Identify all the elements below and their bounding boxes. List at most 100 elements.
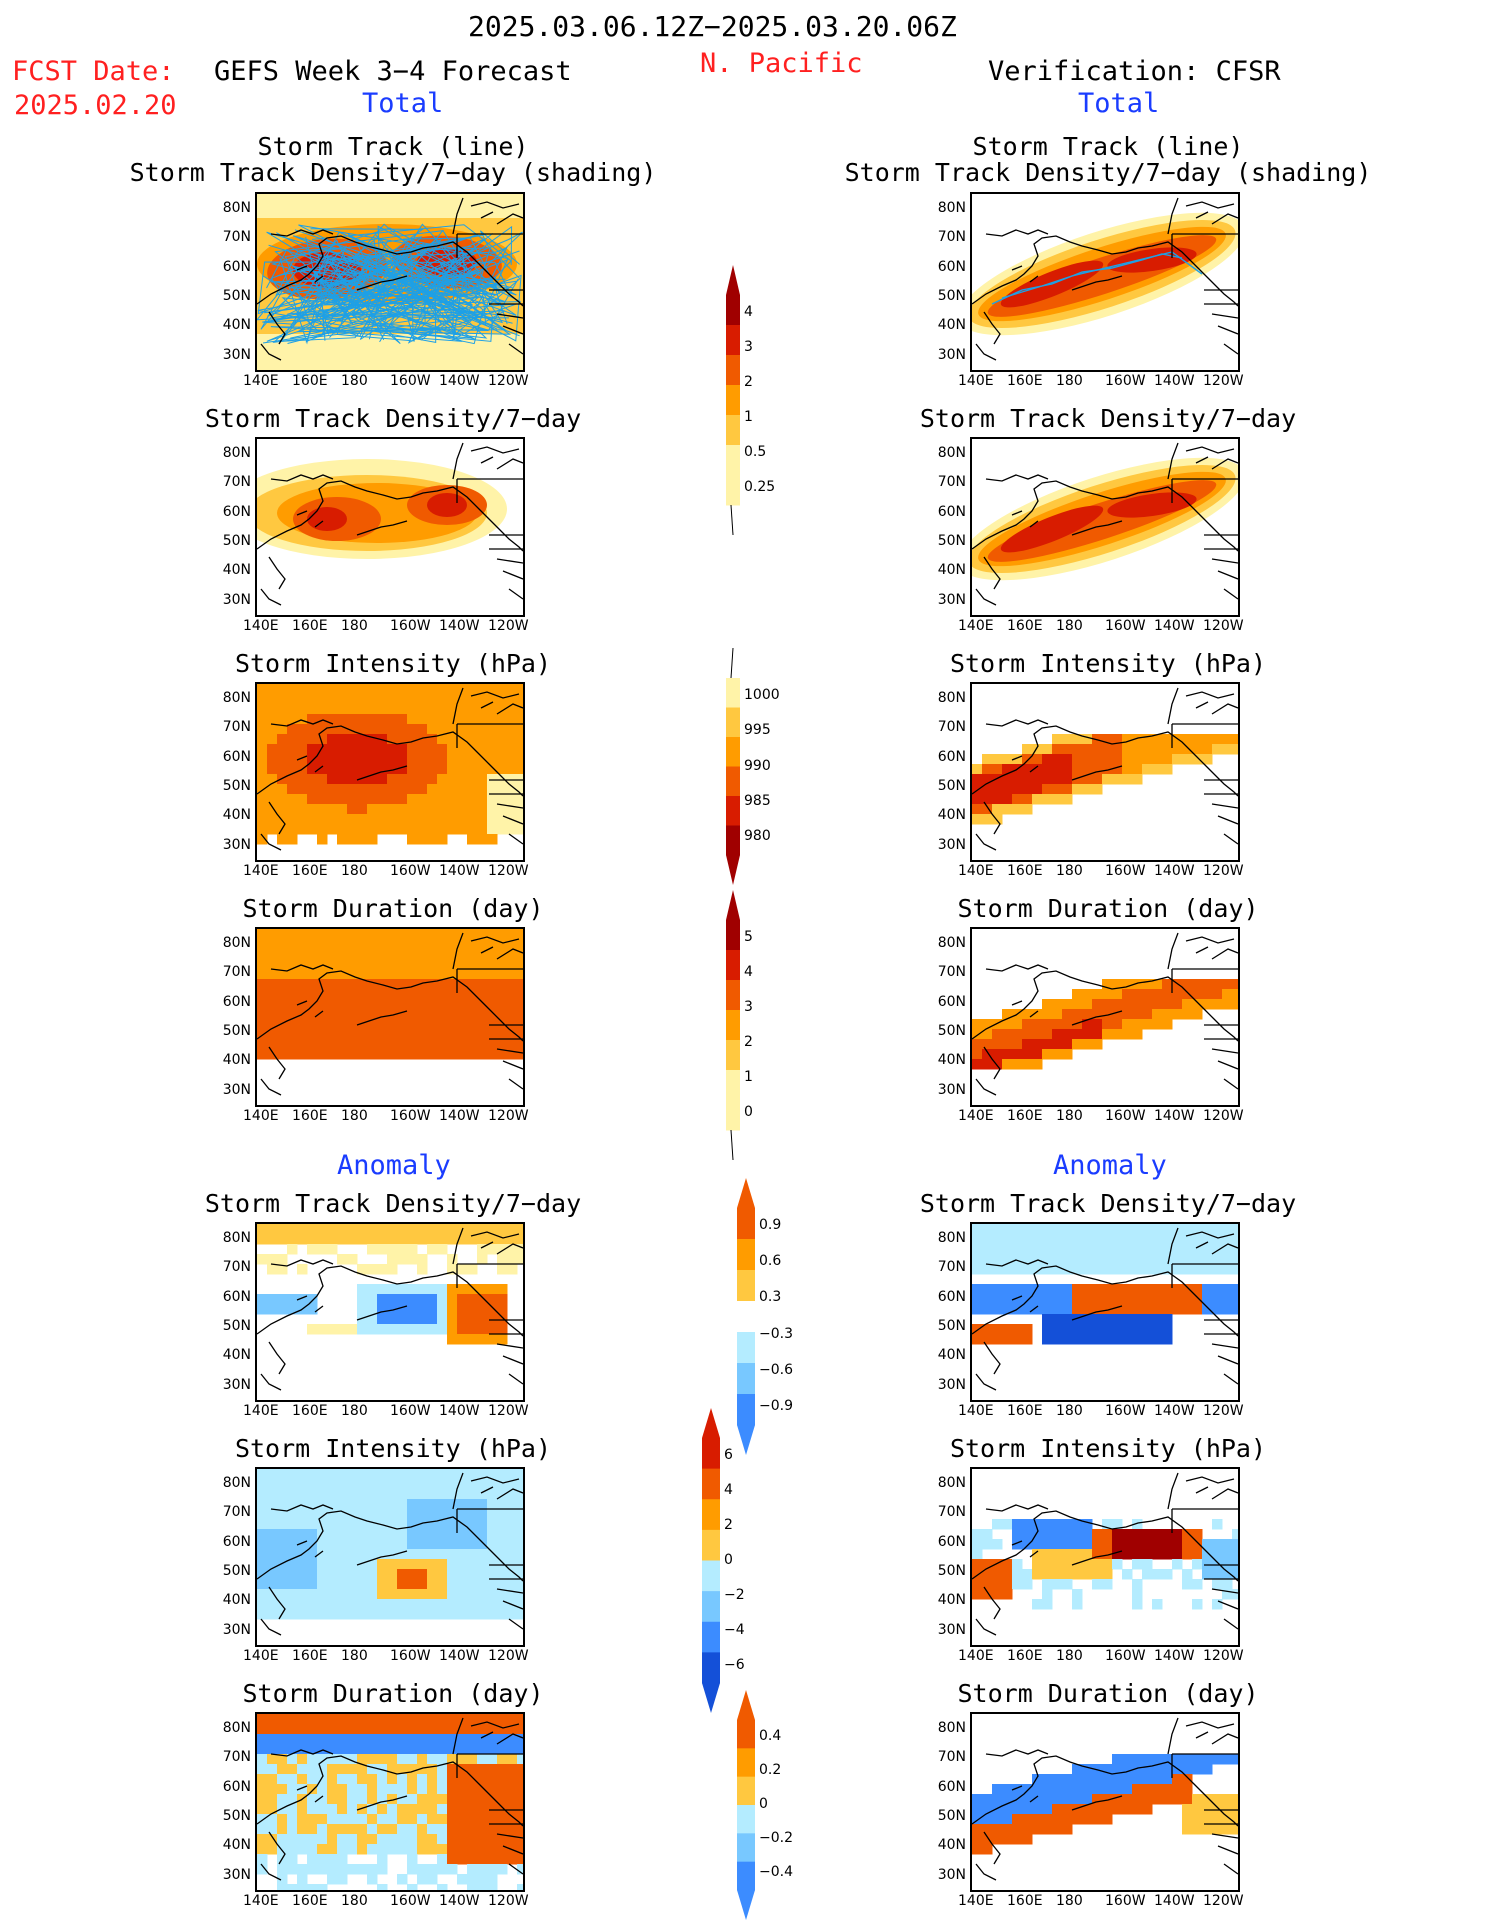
- lat-tick-label: 70N: [937, 1504, 966, 1521]
- lon-tick-label: 180: [341, 1108, 368, 1124]
- lon-tick-label: 140E: [958, 1893, 994, 1909]
- colorbar-tick-label: 0: [724, 1551, 733, 1568]
- lat-tick-label: 70N: [937, 474, 966, 491]
- colorbar-tick-label: 5: [744, 928, 753, 945]
- lon-tick-label: 140W: [439, 618, 480, 634]
- colorbar-density-anomaly: [735, 1178, 757, 1459]
- colorbar-tick-label: 995: [744, 722, 771, 739]
- lon-tick-label: 180: [341, 618, 368, 634]
- lat-tick-label: 80N: [937, 1230, 966, 1246]
- colorbar-tick-label: 0.2: [759, 1762, 782, 1778]
- lon-tick-label: 140W: [1154, 618, 1195, 634]
- map-track-forecast: [255, 192, 525, 372]
- lat-tick-label: 70N: [937, 229, 966, 246]
- lat-tick-label: 80N: [222, 445, 251, 461]
- colorbar-intensity-anomaly: [700, 1408, 722, 1717]
- lon-tick-label: 160W: [390, 618, 431, 634]
- lon-tick-label: 140E: [243, 863, 279, 879]
- map-density-anomaly-forecast: [255, 1222, 525, 1402]
- lon-tick-label: 180: [1056, 373, 1083, 389]
- lon-tick-label: 180: [1056, 1108, 1083, 1124]
- lat-tick-label: 40N: [937, 1052, 966, 1069]
- map-intensity-anomaly-verification: [970, 1467, 1240, 1647]
- lon-tick-label: 140W: [1154, 863, 1195, 879]
- colorbar-tick-label: 1: [744, 1068, 753, 1085]
- lon-tick-label: 120W: [1203, 1403, 1244, 1419]
- lat-tick-label: 60N: [222, 1288, 251, 1305]
- colorbar-tick-label: −0.9: [759, 1397, 793, 1414]
- lat-tick-label: 60N: [222, 748, 251, 765]
- lat-tick-label: 50N: [937, 1022, 966, 1039]
- map-canvas: [972, 442, 1238, 606]
- lon-tick-label: 140W: [1154, 1648, 1195, 1664]
- lat-tick-label: 70N: [222, 1749, 251, 1766]
- lon-tick-label: 120W: [1203, 1108, 1244, 1124]
- lat-tick-label: 70N: [222, 1259, 251, 1276]
- colorbar-tick-label: 6: [724, 1446, 733, 1463]
- colorbar-tick-label: 0.3: [759, 1289, 782, 1306]
- colorbar-density-total: [724, 265, 742, 539]
- lat-tick-label: 50N: [222, 777, 251, 794]
- lat-tick-label: 50N: [937, 1317, 966, 1334]
- lon-tick-label: 120W: [488, 618, 529, 634]
- map-canvas: [972, 197, 1238, 361]
- lon-tick-label: 160E: [1007, 618, 1043, 634]
- lat-tick-label: 30N: [222, 1081, 251, 1098]
- lat-tick-label: 40N: [937, 1837, 966, 1854]
- lon-tick-label: 140E: [243, 618, 279, 634]
- colorbar-tick-label: −0.4: [759, 1864, 793, 1880]
- lat-tick-label: 40N: [222, 1347, 251, 1364]
- lat-tick-label: 60N: [222, 993, 251, 1010]
- anomaly-right-title: Anomaly: [1053, 1150, 1167, 1181]
- map-duration-anomaly-forecast: [255, 1712, 525, 1892]
- lat-tick-label: 40N: [937, 562, 966, 579]
- title-duration-anom-left: Storm Duration (day): [242, 1679, 544, 1708]
- colorbar-tick-label: −6: [724, 1656, 745, 1673]
- lon-tick-label: 180: [1056, 1648, 1083, 1664]
- lon-tick-label: 160W: [390, 373, 431, 389]
- lat-tick-label: 80N: [937, 1720, 966, 1736]
- colorbar-tick-label: 0.25: [744, 478, 776, 495]
- lat-tick-label: 80N: [222, 1475, 251, 1491]
- lon-tick-label: 160E: [1007, 1648, 1043, 1664]
- title-duration-left: Storm Duration (day): [242, 894, 544, 923]
- map-density-forecast: [255, 437, 525, 617]
- lat-tick-label: 70N: [222, 474, 251, 491]
- lon-tick-label: 180: [1056, 1403, 1083, 1419]
- lat-tick-label: 80N: [937, 1475, 966, 1491]
- title-density-left: Storm Track Density/7−day: [204, 404, 582, 433]
- colorbar-tick-label: 4: [744, 303, 753, 320]
- lat-tick-label: 50N: [937, 777, 966, 794]
- lat-tick-label: 80N: [222, 935, 251, 951]
- title-track-line-left: Storm Track (line): [257, 132, 529, 161]
- colorbar-tick-label: 990: [744, 757, 771, 774]
- lon-tick-label: 140E: [958, 618, 994, 634]
- lat-tick-label: 40N: [222, 317, 251, 334]
- total-right-title: Total: [1078, 88, 1160, 119]
- lon-tick-label: 120W: [1203, 1893, 1244, 1909]
- lat-tick-label: 80N: [937, 935, 966, 951]
- lat-tick-label: 80N: [222, 1230, 251, 1246]
- lon-tick-label: 160W: [390, 1648, 431, 1664]
- lat-tick-label: 40N: [222, 562, 251, 579]
- lat-tick-label: 30N: [222, 836, 251, 853]
- lon-tick-label: 120W: [1203, 1648, 1244, 1664]
- map-canvas: [257, 1224, 523, 1391]
- lat-tick-label: 50N: [937, 1807, 966, 1824]
- map-canvas: [257, 929, 523, 1096]
- lat-tick-label: 70N: [222, 719, 251, 736]
- lon-tick-label: 160E: [292, 618, 328, 634]
- lat-tick-label: 80N: [222, 200, 251, 216]
- title-intensity-anom-right: Storm Intensity (hPa): [949, 1434, 1267, 1463]
- lat-tick-label: 50N: [222, 1562, 251, 1579]
- lat-tick-label: 60N: [937, 993, 966, 1010]
- lon-tick-label: 160W: [1105, 863, 1146, 879]
- lat-tick-label: 30N: [222, 1376, 251, 1393]
- lat-tick-label: 50N: [222, 1807, 251, 1824]
- map-intensity-verification: [970, 682, 1240, 862]
- lon-tick-label: 160E: [1007, 373, 1043, 389]
- lat-tick-label: 40N: [222, 1837, 251, 1854]
- lon-tick-label: 160E: [1007, 1403, 1043, 1419]
- lat-tick-label: 30N: [937, 1081, 966, 1098]
- map-canvas: [257, 194, 523, 370]
